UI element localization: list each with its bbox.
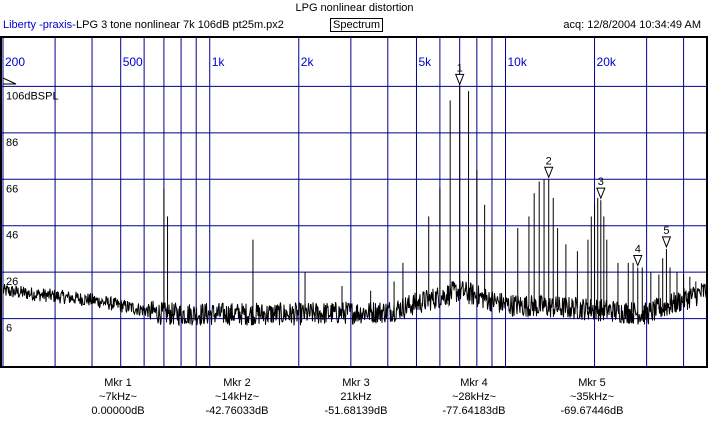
marker-freq: 21kHz bbox=[340, 391, 372, 403]
y-tick-label: 86 bbox=[6, 137, 18, 149]
marker-value: 0.00000dB bbox=[91, 405, 145, 417]
marker-name: Mkr 1 bbox=[104, 377, 132, 389]
x-tick-label: 20k bbox=[597, 55, 617, 69]
spectrum-button[interactable]: Spectrum bbox=[330, 18, 384, 32]
marker-value: -42.76033dB bbox=[205, 405, 269, 417]
marker-label: 4 bbox=[635, 244, 641, 256]
marker-name: Mkr 3 bbox=[342, 377, 370, 389]
marker-freq: ~7kHz~ bbox=[99, 391, 137, 403]
y-tick-label: 106dBSPL bbox=[6, 90, 59, 102]
marker-freq: ~28kHz~ bbox=[451, 391, 497, 403]
y-tick-label: 26 bbox=[6, 276, 18, 288]
marker-label: 5 bbox=[663, 225, 669, 237]
marker-readout-2: Mkr 2 ~14kHz~ -42.76033dB bbox=[187, 376, 287, 418]
x-tick-label: 5k bbox=[418, 55, 432, 69]
marker-triangle-icon bbox=[454, 73, 465, 86]
x-tick-label: 200 bbox=[5, 55, 25, 69]
marker-value: -69.67446dB bbox=[560, 405, 624, 417]
marker-freq: ~14kHz~ bbox=[214, 391, 260, 403]
marker-name: Mkr 5 bbox=[578, 377, 606, 389]
marker-readout-4: Mkr 4 ~28kHz~ -77.64183dB bbox=[424, 376, 524, 418]
y-tick-label: 66 bbox=[6, 183, 18, 195]
y-tick-label: 46 bbox=[6, 230, 18, 242]
acquisition-time: acq: 12/8/2004 10:34:49 AM bbox=[563, 19, 701, 31]
marker-freq: ~35kHz~ bbox=[569, 391, 615, 403]
marker-name: Mkr 2 bbox=[223, 377, 251, 389]
marker-label: 1 bbox=[457, 62, 463, 74]
x-tick-label: 1k bbox=[212, 55, 226, 69]
marker-readout-5: Mkr 5 ~35kHz~ -69.67446dB bbox=[542, 376, 642, 418]
marker-triangle-icon bbox=[543, 166, 554, 179]
y-tick-label: 6 bbox=[6, 323, 12, 335]
marker-triangle-icon bbox=[661, 236, 672, 249]
marker-label: 2 bbox=[546, 155, 552, 167]
plot-border bbox=[0, 36, 708, 368]
marker-readout-1: Mkr 1 ~7kHz~ 0.00000dB bbox=[68, 376, 168, 418]
marker-triangle-icon bbox=[633, 255, 643, 267]
marker-value: -51.68139dB bbox=[324, 405, 388, 417]
reference-level-icon bbox=[2, 77, 17, 85]
x-tick-label: 10k bbox=[508, 55, 528, 69]
x-tick-label: 500 bbox=[123, 55, 143, 69]
app-name: Liberty -praxis- bbox=[3, 19, 76, 31]
spectrum-plot: 200 500 1k 2k 5k 10k 20k 106dBSPL 86 66 46 26 6 1 2 3 4 5 bbox=[0, 36, 708, 368]
file-name: LPG 3 tone nonlinear 7k 106dB pt25m.px2 bbox=[76, 19, 284, 31]
marker-name: Mkr 4 bbox=[460, 377, 488, 389]
chart-title: LPG nonlinear distortion bbox=[295, 2, 414, 14]
marker-label: 3 bbox=[598, 176, 604, 188]
marker-value: -77.64183dB bbox=[442, 405, 506, 417]
marker-readout-3: Mkr 3 21kHz -51.68139dB bbox=[306, 376, 406, 418]
x-tick-label: 2k bbox=[301, 55, 315, 69]
noise-floor-trace bbox=[2, 280, 708, 327]
marker-triangle-icon bbox=[596, 187, 606, 200]
